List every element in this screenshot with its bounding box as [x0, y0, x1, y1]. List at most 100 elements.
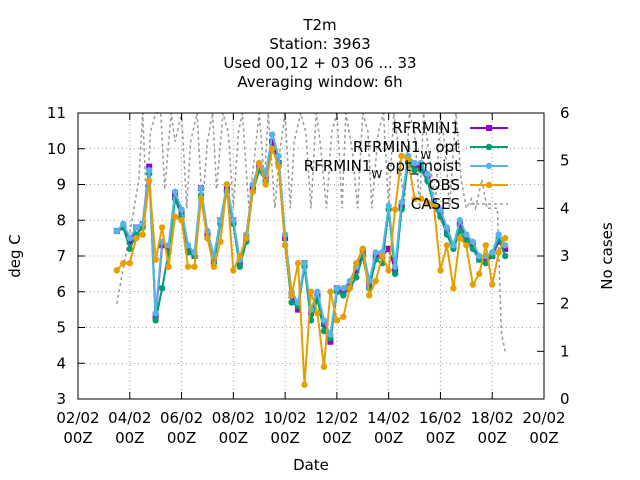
obs-point: [184, 263, 192, 270]
rfrmin1_optmoist-point: [197, 184, 205, 192]
rfrmin1_opt-point: [126, 245, 133, 253]
rfrmin1-point: [469, 242, 476, 249]
y-axis-label: deg C: [6, 234, 24, 278]
obs-point: [333, 317, 341, 324]
rfrmin1_optmoist-point: [301, 259, 308, 267]
obs-point: [197, 195, 205, 202]
y2-tick-label: 4: [560, 199, 570, 217]
y-tick-label: 7: [56, 247, 66, 265]
x-tick-hour: 00Z: [322, 429, 351, 447]
x-tick-hour: 00Z: [167, 429, 196, 447]
y-tick-label: 11: [47, 104, 66, 122]
y-tick-label: 4: [56, 354, 66, 372]
y-tick-label: 3: [56, 390, 66, 408]
legend-label-rfrmin1: RFRMIN1: [392, 119, 460, 137]
obs-point: [301, 381, 308, 388]
obs-point: [294, 259, 302, 267]
rfrmin1_optmoist-point: [476, 252, 483, 260]
obs-point: [495, 249, 502, 256]
rfrmin1_opt-point: [236, 263, 244, 270]
obs-point: [275, 163, 282, 170]
rfrmin1_optmoist-point: [443, 224, 451, 231]
rfrmin1_opt-point: [152, 317, 159, 324]
obs-point: [476, 270, 483, 278]
obs-point: [268, 145, 276, 152]
rfrmin1_opt-point: [288, 299, 295, 306]
obs-point: [489, 281, 496, 288]
rfrmin1_optmoist-point: [126, 234, 133, 242]
obs-point: [411, 195, 418, 202]
rfrmin1-point: [353, 267, 360, 274]
rfrmin1-point: [495, 238, 502, 245]
rfrmin1_optmoist-point: [469, 238, 477, 245]
rfrmin1_opt-point: [501, 252, 509, 260]
rfrmin1-point: [443, 227, 450, 234]
rfrmin1_optmoist-point: [340, 284, 347, 292]
obs-point: [145, 177, 153, 185]
obs-point: [230, 267, 237, 274]
obs-point: [171, 213, 179, 220]
obs-point: [366, 292, 373, 299]
rfrmin1_optmoist-point: [145, 167, 153, 174]
rfrmin1-point: [146, 163, 153, 170]
x-tick-hour: 00Z: [115, 429, 144, 447]
obs-point: [327, 288, 334, 295]
rfrmin1_opt-point: [411, 167, 418, 174]
rfrmin1_optmoist-point: [424, 170, 431, 177]
x-tick-hour: 00Z: [426, 429, 455, 447]
x-tick-date: 12/02: [315, 409, 358, 427]
rfrmin1-point: [437, 210, 444, 217]
legend-marker-rfrmin1_optmoist: [485, 162, 493, 170]
obs-point: [210, 263, 218, 270]
title-line-2: Station: 3963: [269, 35, 370, 53]
obs-point: [178, 217, 185, 224]
legend-marker-rfrmin1: [486, 125, 492, 131]
obs-point: [501, 234, 509, 242]
rfrmin1_opt-point: [340, 292, 347, 299]
x-tick-hour: 00Z: [529, 429, 558, 447]
title-line-4: Averaging window: 6h: [237, 73, 402, 91]
x-tick-date: 14/02: [367, 409, 410, 427]
rfrmin1-point: [385, 245, 392, 252]
series-layer: [113, 112, 509, 388]
x-tick-date: 08/02: [212, 409, 255, 427]
grid-lines: [78, 113, 544, 399]
obs-point: [372, 277, 379, 285]
series-cases: [116, 112, 506, 352]
x-tick-hour: 00Z: [374, 429, 403, 447]
x-tick-date: 02/02: [56, 409, 99, 427]
rfrmin1_optmoist-point: [120, 220, 127, 228]
obs-point: [340, 313, 347, 320]
y-tick-label: 9: [56, 176, 66, 194]
rfrmin1-point: [482, 256, 489, 263]
y2-tick-label: 2: [560, 295, 570, 313]
rfrmin1_opt-point: [158, 284, 166, 292]
rfrmin1_opt-point: [353, 274, 360, 281]
y-tick-label: 6: [56, 283, 66, 301]
obs-point: [404, 156, 412, 163]
rfrmin1_optmoist-point: [327, 331, 334, 338]
obs-point: [256, 159, 263, 167]
obs-point: [152, 256, 159, 263]
rfrmin1_optmoist-point: [178, 206, 185, 213]
rfrmin1_optmoist-point: [411, 159, 418, 167]
rfrmin1_optmoist-point: [489, 249, 496, 256]
x-tick-date: 20/02: [522, 409, 565, 427]
y2-tick-label: 5: [560, 152, 570, 170]
obs-point: [443, 242, 451, 249]
obs-point: [243, 234, 250, 242]
rfrmin1_optmoist-point: [417, 159, 425, 167]
legend-label-obs: OBS: [429, 176, 460, 194]
x-tick-hour: 00Z: [219, 429, 248, 447]
legend-label-cases: CASES: [411, 195, 460, 213]
obs-point: [417, 195, 425, 202]
rfrmin1-point: [126, 238, 133, 245]
obs-point: [281, 242, 289, 249]
obs-point: [437, 267, 444, 274]
obs-point: [288, 292, 295, 299]
rfrmin1_optmoist-point: [372, 249, 379, 256]
rfrmin1_optmoist-point: [385, 202, 392, 210]
